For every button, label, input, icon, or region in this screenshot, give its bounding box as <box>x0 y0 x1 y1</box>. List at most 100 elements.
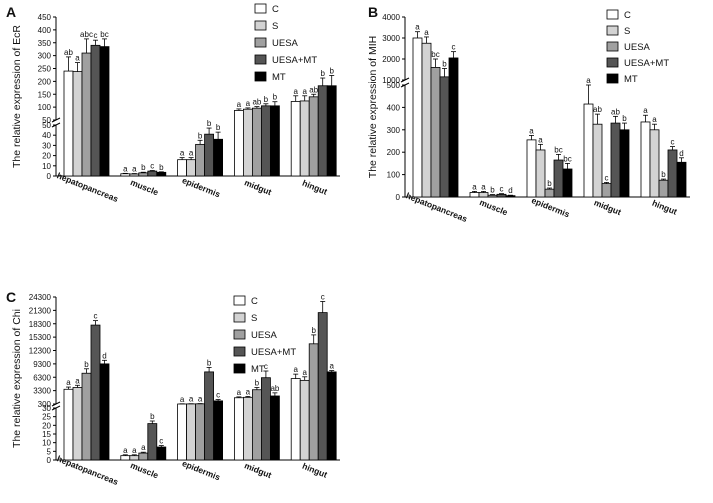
bar-uesa-midgut <box>251 389 262 461</box>
bar-c-hepatopancreas <box>63 388 74 461</box>
bar-s-hingut <box>299 100 310 177</box>
bar-c-hingut <box>640 121 651 198</box>
significance-letter: c <box>264 362 268 371</box>
bar-s-hepatopancreas <box>72 71 83 177</box>
significance-letter: c <box>452 43 456 52</box>
bar-uesa-mt-midgut <box>260 105 271 177</box>
legend-label: UESA <box>272 38 299 49</box>
y-tick-label: 30 <box>42 404 51 413</box>
x-category-label: midgut <box>243 177 273 197</box>
y-axis-label: The relative expression of EcR <box>11 25 23 168</box>
bar-mt-midgut <box>619 129 630 198</box>
y-tick-label: 400 <box>387 103 401 112</box>
significance-letter: abc <box>80 30 93 39</box>
bar-mt-hingut <box>326 371 337 461</box>
y-tick-label: 30 <box>42 141 51 150</box>
legend-swatch <box>254 54 267 65</box>
significance-letter: bc <box>554 145 562 154</box>
bar-uesa-mt-hingut <box>317 312 328 461</box>
legend-label: C <box>251 296 258 307</box>
y-axis-label: The relative expression of Chi <box>11 309 23 448</box>
y-tick-label: 24300 <box>29 293 52 302</box>
significance-letter: b <box>442 59 447 68</box>
bar-c-hepatopancreas <box>412 37 423 198</box>
y-tick-label: 4000 <box>382 13 400 22</box>
significance-letter: c <box>94 312 98 321</box>
y-tick-label: 15300 <box>29 333 52 342</box>
significance-letter: a <box>246 99 251 108</box>
significance-letter: a <box>293 87 298 96</box>
significance-letter: c <box>321 292 325 301</box>
bar-mt-epidermis <box>562 168 573 198</box>
significance-letter: ab <box>593 105 602 114</box>
bar-mt-muscle <box>505 195 516 198</box>
significance-letter: b <box>264 95 269 104</box>
significance-letter: c <box>216 391 220 400</box>
significance-letter: c <box>94 31 98 40</box>
significance-letter: c <box>605 173 609 182</box>
bar-mt-epidermis <box>213 138 224 177</box>
significance-letter: b <box>198 131 203 140</box>
bar-c-hingut <box>290 378 301 461</box>
legend-swatch <box>606 57 619 68</box>
bar-mt-hingut <box>676 161 687 198</box>
bar-s-midgut <box>242 108 253 177</box>
y-tick-label: 500 <box>387 81 401 90</box>
bar-mt-muscle <box>156 171 167 177</box>
significance-letter: b <box>320 69 325 78</box>
y-tick-label: 300 <box>38 400 52 409</box>
bar-uesa-hingut <box>658 179 669 198</box>
significance-letter: a <box>75 376 80 385</box>
legend-label: UESA+MT <box>272 55 317 66</box>
significance-letter: a <box>586 76 591 85</box>
bar-uesa-mt-hepatopancreas <box>90 44 101 177</box>
significance-letter: a <box>302 368 307 377</box>
bar-mt-muscle <box>156 446 167 461</box>
bar-mt-hingut <box>326 85 337 177</box>
legend-label: S <box>272 21 278 32</box>
significance-letter: b <box>207 119 212 128</box>
x-category-label: midgut <box>593 197 623 217</box>
significance-letter: a <box>132 165 137 174</box>
bar-c-epidermis <box>177 159 188 177</box>
significance-letter: b <box>141 163 146 172</box>
y-tick-label: 6300 <box>33 373 51 382</box>
bar-mt-epidermis <box>213 400 224 461</box>
legend-label: S <box>624 26 630 37</box>
bar-uesa-mt-muscle <box>147 170 158 177</box>
significance-letter: b <box>329 66 334 75</box>
bar-uesa-muscle <box>487 194 498 198</box>
significance-letter: a <box>132 446 137 455</box>
significance-letter: b <box>547 179 552 188</box>
legend-label: UESA+MT <box>251 347 296 358</box>
y-tick-label: 200 <box>38 77 52 86</box>
bar-uesa-mt-hepatopancreas <box>439 76 450 198</box>
y-tick-label: 5 <box>47 447 52 456</box>
y-tick-label: 0 <box>47 456 52 465</box>
legend-label: C <box>272 4 279 15</box>
significance-letter: a <box>141 443 146 452</box>
y-tick-label: 300 <box>387 126 401 135</box>
significance-letter: a <box>75 54 80 63</box>
x-category-label: epidermis <box>181 458 222 482</box>
significance-letter: a <box>123 164 128 173</box>
significance-letter: b <box>207 358 212 367</box>
bar-s-muscle <box>129 455 140 461</box>
significance-letter: a <box>293 365 298 374</box>
significance-letter: b <box>661 170 666 179</box>
legend-swatch <box>233 346 246 357</box>
significance-letter: a <box>189 149 194 158</box>
legend-swatch <box>254 71 267 82</box>
bar-mt-midgut <box>269 395 280 461</box>
bar-uesa-mt-epidermis <box>204 133 215 177</box>
bar-uesa-epidermis <box>195 143 206 177</box>
legend-swatch <box>606 41 619 52</box>
y-axis-label: The relative expression of MIH <box>367 36 379 178</box>
significance-letter: a <box>237 388 242 397</box>
bar-s-epidermis <box>535 149 546 198</box>
legend-label: UESA <box>251 330 278 341</box>
significance-letter: a <box>529 126 534 135</box>
significance-letter: a <box>180 149 185 158</box>
